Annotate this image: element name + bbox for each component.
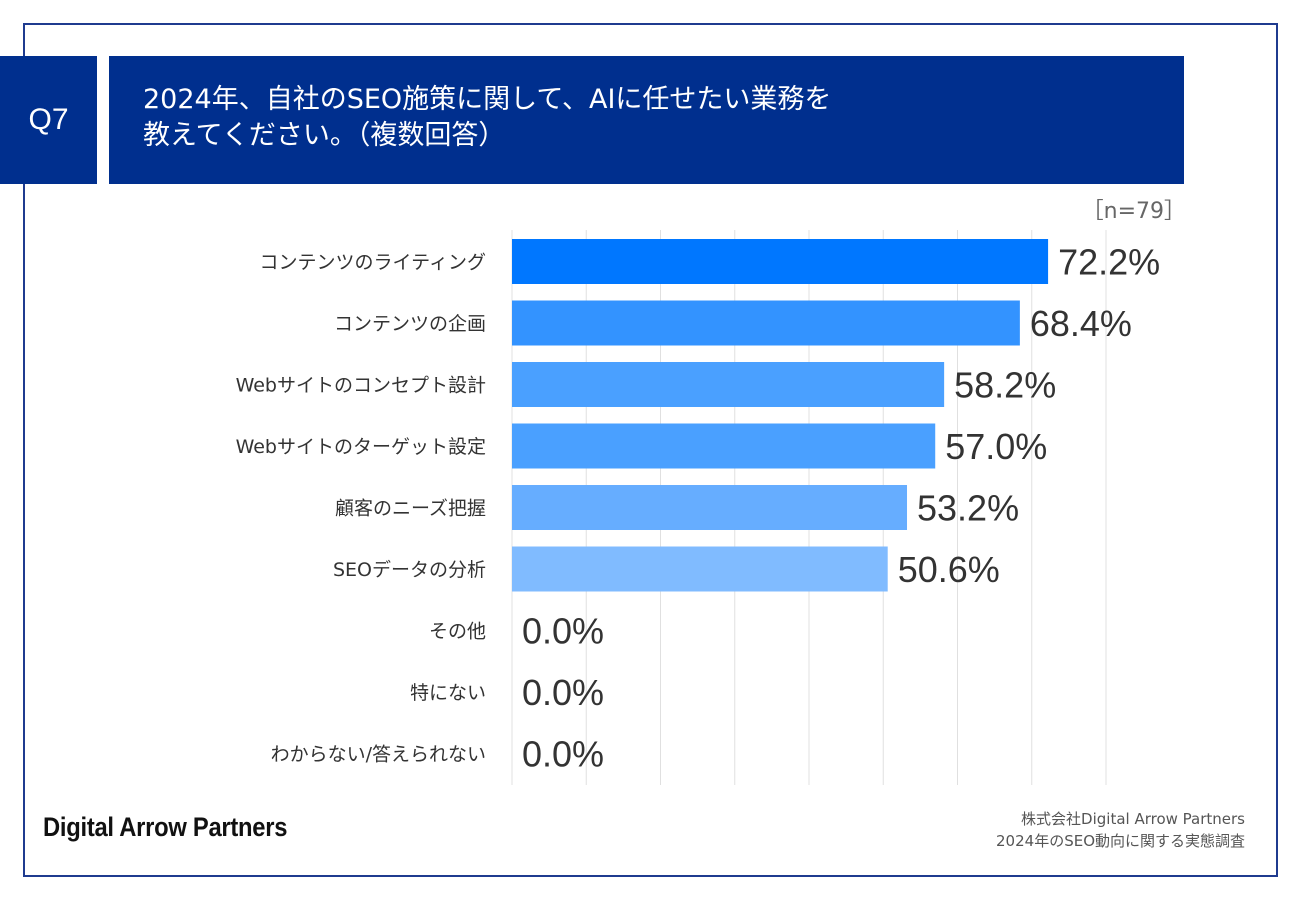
bar	[512, 546, 888, 592]
bar	[512, 362, 945, 407]
company-logo: Digital Arrow Partners	[43, 812, 288, 842]
bar	[512, 423, 936, 469]
category-label: 特にない	[410, 682, 486, 704]
category-label: わからない/答えられない	[271, 744, 486, 766]
title-line-2: 教えてください。（複数回答）	[143, 120, 506, 151]
source-line-2: 2024年のSEO動向に関する実態調査	[996, 832, 1245, 850]
title-line-1: 2024年、自社のSEO施策に関して、AIに任せたい業務を	[143, 84, 832, 115]
source-note: 株式会社Digital Arrow Partners 2024年のSEO動向に関…	[996, 808, 1245, 852]
value-label: 0.0%	[522, 611, 604, 652]
category-label: その他	[429, 621, 486, 643]
question-title: 2024年、自社のSEO施策に関して、AIに任せたい業務を 教えてください。（複…	[109, 56, 1184, 184]
category-label: Webサイトのコンセプト設計	[236, 375, 486, 397]
category-label: 顧客のニーズ把握	[335, 498, 486, 520]
value-label: 58.2%	[954, 365, 1056, 406]
category-label: コンテンツの企画	[334, 313, 486, 335]
category-label: コンテンツのライティング	[260, 252, 486, 274]
bar	[512, 485, 908, 530]
bar	[512, 239, 1049, 284]
value-label: 68.4%	[1030, 303, 1132, 344]
value-label: 50.6%	[898, 549, 1000, 590]
chart-frame	[23, 23, 1278, 877]
category-label: Webサイトのターゲット設定	[236, 436, 486, 458]
value-label: 53.2%	[917, 488, 1019, 529]
value-label: 0.0%	[522, 672, 604, 713]
bar	[512, 300, 1020, 346]
value-label: 72.2%	[1058, 242, 1160, 283]
value-label: 57.0%	[945, 426, 1047, 467]
value-label: 0.0%	[522, 734, 604, 775]
source-line-1: 株式会社Digital Arrow Partners	[1021, 810, 1245, 828]
category-label: SEOデータの分析	[333, 559, 486, 581]
sample-size: ［n=79］	[1081, 199, 1186, 224]
question-number: Q7	[0, 56, 97, 184]
